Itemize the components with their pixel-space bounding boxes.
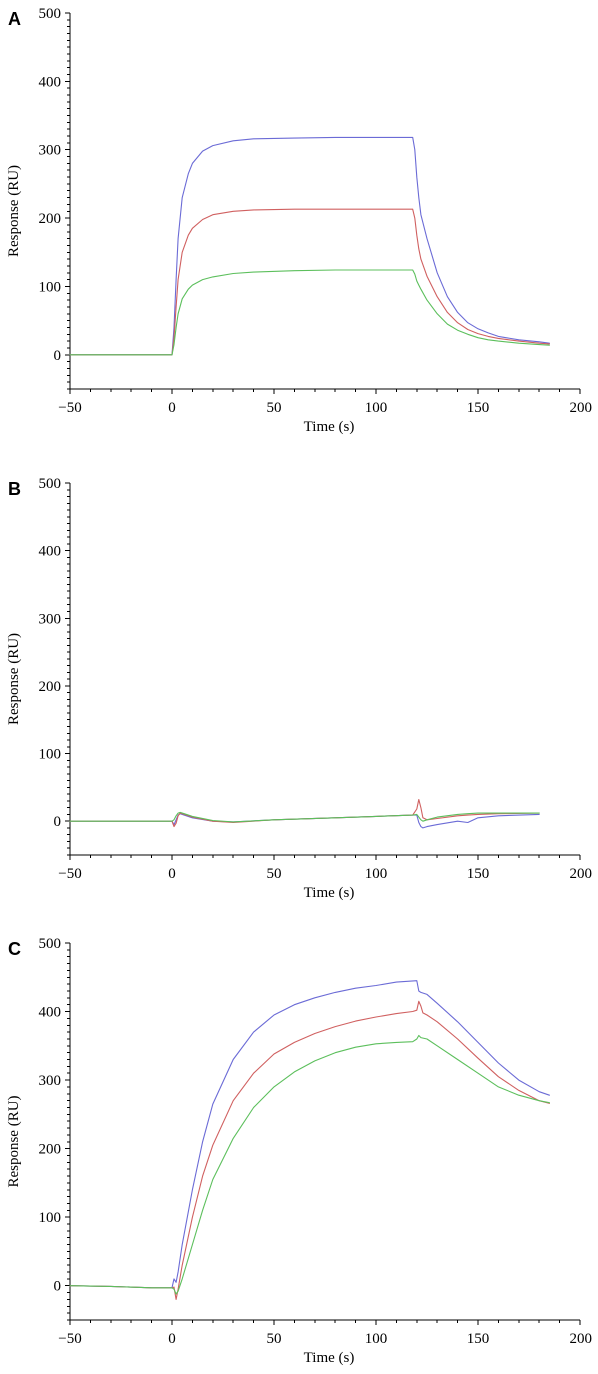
panel-letter: B [8, 479, 21, 499]
x-tick-label: 0 [168, 1331, 176, 1347]
y-tick-label: 500 [39, 476, 62, 492]
series-line-1 [69, 980, 550, 1289]
x-tick-label: −50 [58, 866, 81, 882]
panel-c: C 0 100 200 300 400 500 −50 0 50 100 150 200 Time (s)… [6, 936, 592, 1366]
series-line-1 [69, 136, 550, 356]
panel-letter: C [8, 939, 21, 959]
x-tick-label: 200 [570, 400, 593, 416]
x-tick-label: −50 [58, 1331, 81, 1347]
y-tick-label: 300 [39, 1073, 62, 1089]
y-tick-label: 0 [54, 814, 62, 830]
series-line-3 [69, 1034, 550, 1295]
x-axis-title: Time (s) [304, 885, 355, 901]
panel-letter: A [8, 9, 21, 29]
y-tick-label: 300 [39, 143, 62, 159]
y-tick-label: 300 [39, 611, 62, 627]
y-tick-label: 200 [39, 679, 62, 695]
y-tick-label: 100 [39, 279, 62, 295]
y-tick-label: 0 [54, 348, 62, 364]
x-tick-label: 50 [267, 866, 282, 882]
x-tick-label: 100 [365, 400, 388, 416]
y-tick-label: 200 [39, 1142, 62, 1158]
x-tick-label: 100 [365, 866, 388, 882]
y-tick-label: 400 [39, 1005, 62, 1021]
y-tick-label: 100 [39, 747, 62, 763]
y-axis-title: Response (RU) [6, 165, 22, 257]
panel-a: A 0 100 200 300 400 500 −50 0 50 100 150 200 Time (s)… [6, 6, 592, 435]
y-axis-title: Response (RU) [6, 1095, 22, 1187]
y-tick-label: 500 [39, 6, 62, 22]
panel-b: B 0 100 200 300 400 500 −50 0 50 100 150 200 Time (s)… [6, 476, 592, 901]
y-tick-label: 100 [39, 1210, 62, 1226]
x-tick-label: 50 [267, 400, 282, 416]
x-tick-label: 0 [168, 400, 176, 416]
series-line-2 [69, 208, 550, 356]
series-line-2 [69, 1000, 550, 1300]
x-tick-label: 50 [267, 1331, 282, 1347]
x-axis-title: Time (s) [304, 1350, 355, 1366]
y-tick-label: 500 [39, 936, 62, 952]
x-tick-label: 150 [467, 400, 490, 416]
y-tick-label: 0 [54, 1279, 62, 1295]
x-tick-label: 100 [365, 1331, 388, 1347]
series-line-3 [69, 811, 540, 823]
y-tick-label: 400 [39, 544, 62, 560]
y-axis-title: Response (RU) [6, 633, 22, 725]
x-tick-label: 150 [467, 1331, 490, 1347]
x-tick-label: 200 [570, 866, 593, 882]
x-tick-label: −50 [58, 400, 81, 416]
x-tick-label: 150 [467, 866, 490, 882]
y-tick-label: 200 [39, 211, 62, 227]
x-axis-title: Time (s) [304, 419, 355, 435]
y-tick-label: 400 [39, 74, 62, 90]
x-tick-label: 200 [570, 1331, 593, 1347]
series-line-3 [69, 269, 550, 356]
x-tick-label: 0 [168, 866, 176, 882]
